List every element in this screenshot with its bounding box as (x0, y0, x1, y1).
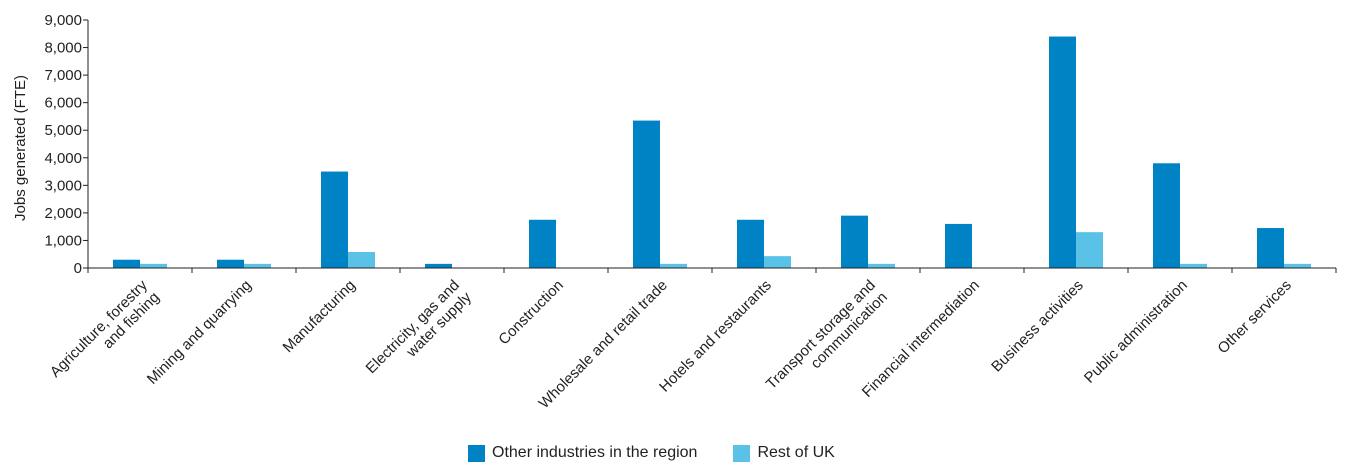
legend-label-series-2: Rest of UK (757, 444, 835, 461)
legend-item-series-2: Rest of UK (733, 444, 835, 462)
bar-series-1 (321, 171, 348, 268)
bar-series-1 (1257, 228, 1284, 268)
legend-label-series-1: Other industries in the region (492, 444, 698, 461)
legend-swatch-series-1 (468, 444, 485, 462)
legend-swatch-series-2 (733, 444, 751, 462)
bar-series-1 (425, 263, 452, 268)
bar-series-2 (764, 256, 791, 268)
legend: Other industries in the region Rest of U… (468, 444, 871, 462)
bar-series-2 (244, 263, 271, 268)
x-category-label: Construction (495, 277, 567, 349)
y-tick-label: 8,000 (44, 40, 82, 57)
y-tick-label: 0 (74, 260, 82, 277)
y-tick-label: 7,000 (44, 67, 82, 84)
bar-series-2 (868, 263, 895, 268)
bar-series-1 (737, 219, 764, 268)
y-tick-label: 4,000 (44, 150, 82, 167)
x-category-label: Business activities (988, 277, 1087, 376)
x-category-label: Other services (1214, 277, 1294, 357)
bar-series-2 (348, 252, 375, 268)
x-category-label: Hotels and restaurants (656, 277, 775, 396)
bars-group (113, 36, 1311, 269)
y-tick-label: 9,000 (44, 12, 82, 29)
x-category-label: Mining and quarrying (144, 277, 255, 388)
x-category-label: Public administration (1081, 277, 1191, 387)
x-category-label: Electricity, gas andwater supply (363, 276, 476, 389)
bar-series-1 (1153, 163, 1180, 268)
bar-series-2 (1284, 263, 1311, 268)
y-tick-label: 6,000 (44, 95, 82, 112)
bar-chart: 0 1,000 2,000 3,000 4,000 5,000 6,000 7,000 8,00… (12, 12, 1337, 412)
y-axis-title: Jobs generated (FTE) (12, 75, 29, 221)
legend-item-series-1: Other industries in the region (468, 444, 697, 462)
bar-series-1 (841, 215, 868, 268)
bar-series-1 (113, 259, 140, 268)
bar-series-1 (945, 223, 972, 268)
bar-series-1 (1049, 36, 1076, 269)
x-category-label: Manufacturing (280, 277, 359, 356)
bar-series-2 (140, 263, 167, 268)
y-tick-label: 1,000 (44, 232, 82, 249)
y-tick-label: 3,000 (44, 177, 82, 194)
bar-series-1 (633, 120, 660, 268)
y-tick-label: 2,000 (44, 205, 82, 222)
bar-series-2 (1076, 232, 1103, 268)
y-tick-label: 5,000 (44, 122, 82, 139)
bar-series-2 (660, 263, 687, 268)
y-axis: 0 1,000 2,000 3,000 4,000 5,000 6,000 7,000 8,00… (44, 12, 89, 277)
bar-series-1 (529, 219, 556, 268)
bar-series-1 (217, 259, 244, 268)
bar-series-2 (1180, 263, 1207, 268)
